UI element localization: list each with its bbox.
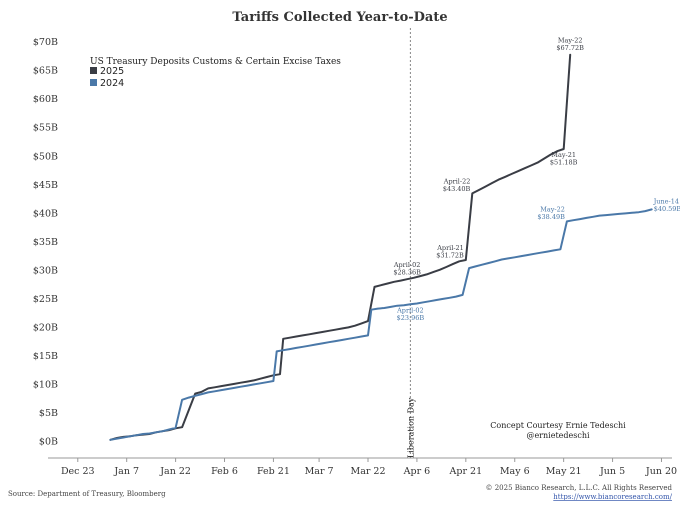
y-tick-label: $20B bbox=[33, 322, 58, 333]
x-tick-label: Apr 21 bbox=[449, 466, 483, 477]
annotation-label: $38.49B bbox=[537, 213, 565, 221]
annotation-label: May-21 bbox=[551, 151, 576, 159]
annotation-label: May-22 bbox=[540, 205, 565, 213]
y-tick-label: $0B bbox=[39, 436, 58, 447]
website-link[interactable]: https://www.biancoresearch.com/ bbox=[553, 493, 672, 501]
annotation-label: $67.72B bbox=[556, 44, 584, 52]
copyright-note: © 2025 Bianco Research, L.L.C. All Right… bbox=[486, 484, 673, 492]
series-layer bbox=[109, 53, 653, 441]
legend-swatch-2025 bbox=[90, 67, 97, 74]
x-tick-label: May 21 bbox=[546, 466, 582, 477]
x-tick-label: Feb 21 bbox=[257, 466, 290, 477]
y-tick-label: $35B bbox=[33, 237, 58, 248]
y-axis: $0B $5B $10B $15B $20B $25B $30B $35B $40B $45B $5… bbox=[33, 37, 58, 447]
y-tick-label: $30B bbox=[33, 265, 58, 276]
annotation-label: $31.72B bbox=[436, 252, 464, 260]
y-tick-label: $10B bbox=[33, 379, 58, 390]
annotation-label: April-22 bbox=[443, 177, 471, 185]
annotation-layer: May-22$67.72BMay-21$51.18BApril-22$43.40… bbox=[393, 37, 680, 322]
series-line-2025 bbox=[109, 53, 572, 441]
x-tick-label: Apr 6 bbox=[403, 466, 431, 477]
y-tick-label: $40B bbox=[33, 208, 58, 219]
annotation-label: $51.18B bbox=[550, 159, 578, 167]
y-tick-label: $15B bbox=[33, 351, 58, 362]
annotation-label: $40.59B bbox=[654, 205, 680, 213]
x-tick-label: Jan 7 bbox=[113, 466, 139, 477]
y-tick-label: $45B bbox=[33, 180, 58, 191]
annotation-label: April-02 bbox=[393, 261, 421, 269]
y-tick-label: $25B bbox=[33, 294, 58, 305]
x-tick-label: Mar 22 bbox=[350, 466, 385, 477]
liberation-day-label: Liberation Day bbox=[406, 397, 415, 458]
y-tick-label: $65B bbox=[33, 66, 58, 77]
credit-block: Concept Courtesy Ernie Tedeschi @erniete… bbox=[490, 421, 626, 440]
x-tick-label: Feb 6 bbox=[211, 466, 238, 477]
x-tick-label: Jan 22 bbox=[159, 466, 191, 477]
legend: US Treasury Deposits Customs & Certain E… bbox=[90, 57, 341, 89]
x-tick-label: Dec 23 bbox=[61, 466, 95, 477]
credit-line-2: @ernietedeschi bbox=[526, 431, 590, 440]
annotation-label: May-22 bbox=[558, 37, 583, 45]
legend-label-2025: 2025 bbox=[100, 66, 124, 77]
annotation-label: April-21 bbox=[436, 244, 464, 252]
y-tick-label: $5B bbox=[39, 408, 58, 419]
annotation-label: June-14 bbox=[653, 197, 679, 205]
annotation-label: $43.40B bbox=[443, 185, 471, 193]
x-tick-label: Mar 7 bbox=[305, 466, 334, 477]
source-note: Source: Department of Treasury, Bloomber… bbox=[8, 490, 166, 498]
y-tick-label: $70B bbox=[33, 37, 58, 48]
x-axis: Dec 23 Jan 7 Jan 22 Feb 6 Feb 21 Mar 7 Mar 22 A… bbox=[61, 458, 677, 477]
x-tick-label: Jun 20 bbox=[645, 466, 677, 477]
x-tick-label: Jun 5 bbox=[599, 466, 625, 477]
series-line-2024 bbox=[109, 208, 653, 441]
legend-label-2024: 2024 bbox=[100, 78, 124, 89]
credit-line-1: Concept Courtesy Ernie Tedeschi bbox=[490, 421, 626, 430]
annotation-label: April-02 bbox=[396, 306, 424, 314]
legend-swatch-2024 bbox=[90, 79, 97, 86]
chart-title: Tariffs Collected Year-to-Date bbox=[232, 10, 447, 25]
annotation-label: $28.36B bbox=[393, 269, 421, 277]
x-tick-label: May 6 bbox=[500, 466, 530, 477]
legend-title: US Treasury Deposits Customs & Certain E… bbox=[90, 57, 341, 67]
liberation-day-marker: Liberation Day bbox=[406, 28, 415, 458]
annotation-label: $23.96B bbox=[397, 314, 425, 322]
y-tick-label: $55B bbox=[33, 123, 58, 134]
y-tick-label: $60B bbox=[33, 94, 58, 105]
y-tick-label: $50B bbox=[33, 151, 58, 162]
